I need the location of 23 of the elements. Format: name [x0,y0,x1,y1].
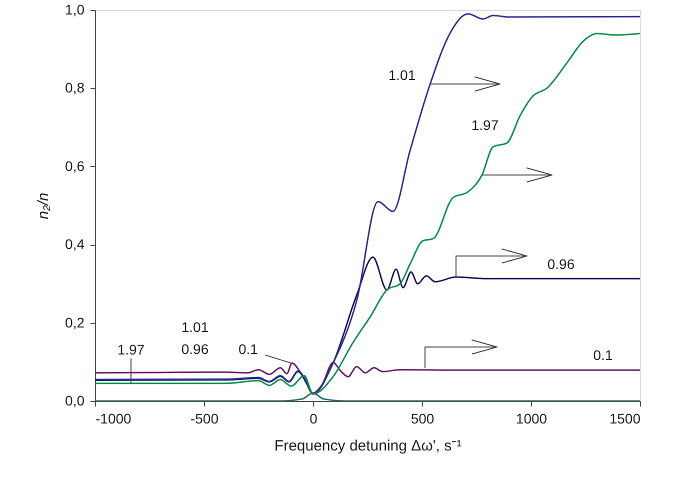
x-axis-title: Frequency detuning Δω', s⁻¹ [274,438,462,454]
y-axis-title: n₂/n [35,192,52,220]
x-tick-label: 1500 [609,410,641,426]
y-tick-label: 1,0 [65,2,85,18]
annotation: 0.96 [181,341,209,357]
x-tick-label: -1000 [96,410,132,426]
annotation: 0.96 [547,256,575,272]
line-series [95,362,640,394]
annotation: 1.97 [471,117,499,133]
y-tick-label: 0,8 [65,80,85,96]
y-tick-label: 0,6 [65,158,85,174]
annotation: 0.1 [238,341,258,358]
x-tick-label: 1000 [516,410,548,426]
y-tick-label: 0,2 [65,314,85,330]
annotation: 1.01 [388,67,416,83]
annotation: 1.97 [117,341,145,358]
x-tick-label: -500 [190,410,219,426]
x-tick-label: 0 [310,410,318,426]
y-tick-label: 0,4 [65,236,85,252]
annotation: 0.1 [593,347,613,363]
x-tick-label: 500 [410,410,434,426]
annotation: 1.01 [181,319,209,335]
y-tick-label: 0,0 [65,392,85,408]
